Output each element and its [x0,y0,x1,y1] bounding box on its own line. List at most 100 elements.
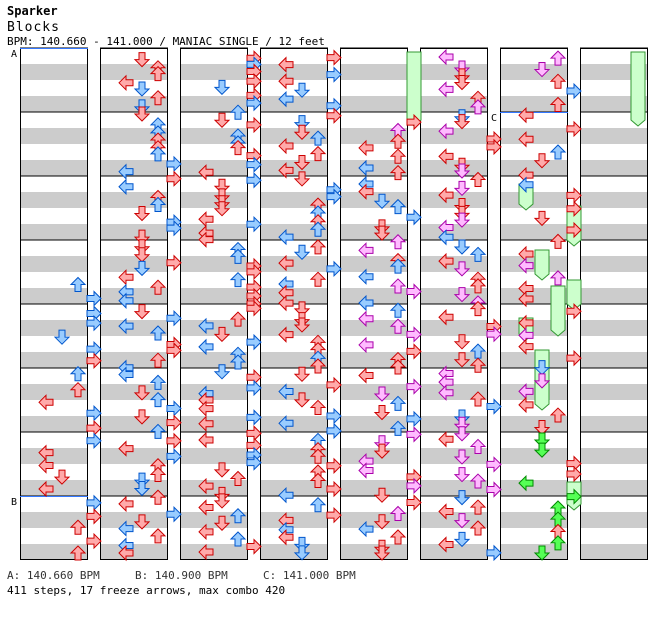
step-arrow [438,252,454,270]
beat-stripe [260,320,328,336]
beat-stripe [20,544,88,560]
step-arrow [326,188,342,205]
legend-bpm-c: C: 141.000 BPM [263,569,356,582]
step-arrow [246,94,262,112]
beat-stripe [180,416,248,432]
step-arrow [133,81,151,97]
step-arrow [133,409,151,425]
beat-stripe [180,96,248,112]
step-arrow [533,373,551,389]
beat-stripe [340,544,408,560]
beat-stripe [500,96,568,112]
step-arrow [358,520,374,538]
beat-stripe [100,160,168,176]
beat-stripe [580,384,648,400]
step-arrow [246,156,262,173]
beat-stripe [500,160,568,176]
beat-stripe [260,384,328,400]
step-arrow [438,186,454,204]
step-arrow [69,545,87,561]
step-arrow [69,366,87,382]
step-arrow [453,334,471,350]
beat-stripe [580,544,648,560]
beat-stripe [180,384,248,400]
step-arrow [406,477,422,495]
beat-stripe [340,352,408,368]
beat-stripe [20,384,88,400]
step-arrow [549,270,567,286]
step-arrow [278,383,294,400]
beat-stripe [340,288,408,304]
step-arrow [229,311,247,327]
beat-stripe [100,224,168,240]
beat-stripe [20,416,88,432]
beat-stripe [420,288,488,304]
step-arrow [86,290,102,307]
step-arrow [406,283,422,300]
step-arrow [278,294,294,312]
step-arrow [149,196,167,212]
step-arrow [229,354,247,370]
step-arrow [198,477,214,495]
step-arrow [469,473,487,489]
beat-stripe [580,512,648,528]
beat-stripe [500,352,568,368]
beat-stripe [580,128,648,144]
step-arrow [118,163,134,180]
step-arrow [278,90,294,108]
beat-stripe [180,192,248,208]
beat-stripe [20,448,88,464]
step-arrow [389,420,407,436]
step-arrow [486,398,502,415]
legend-bpm-a: A: 140.660 BPM [7,569,100,582]
beat-stripe [20,256,88,272]
step-arrow [198,543,214,561]
step-arrow [389,133,407,149]
step-arrow [438,48,454,66]
step-arrow [389,318,407,334]
step-arrow [406,410,422,428]
step-arrow [69,519,87,535]
beat-stripe [20,320,88,336]
step-arrow [198,164,214,181]
step-arrow [309,145,327,162]
step-arrow [358,367,374,384]
beat-stripe [420,224,488,240]
chart-info: BPM: 140.660 - 141.000 / MANIAC SINGLE /… [7,35,325,48]
beat-stripe [20,352,88,368]
beat-stripe [580,448,648,464]
beat-stripe [260,192,328,208]
beat-stripe [340,512,408,528]
step-arrow [389,148,407,164]
column-border [340,48,408,560]
beat-stripe [420,256,488,272]
beat-stripe [500,544,568,560]
step-arrow [549,144,567,160]
beat-stripe [100,544,168,560]
step-arrow [309,271,327,287]
step-arrow [133,206,151,222]
step-arrow [326,260,342,278]
beat-stripe [340,128,408,144]
step-arrow [373,443,391,459]
step-arrow [406,113,422,131]
step-arrow [469,171,487,188]
step-arrow [293,545,311,561]
step-arrow [166,448,182,465]
step-arrow [118,269,134,286]
step-arrow [118,74,134,92]
beat-stripe [260,448,328,464]
beat-stripe [20,96,88,112]
beat-stripe [180,128,248,144]
beat-stripe [420,384,488,400]
beat-stripe [180,256,248,272]
step-arrow [198,231,214,248]
step-arrow [278,137,294,155]
freeze-arrow [566,279,582,311]
step-arrow [246,300,262,317]
beat-stripe [260,512,328,528]
chart-column [20,47,88,560]
step-arrow [453,490,471,506]
beat-stripe [260,160,328,176]
step-arrow [278,162,294,179]
